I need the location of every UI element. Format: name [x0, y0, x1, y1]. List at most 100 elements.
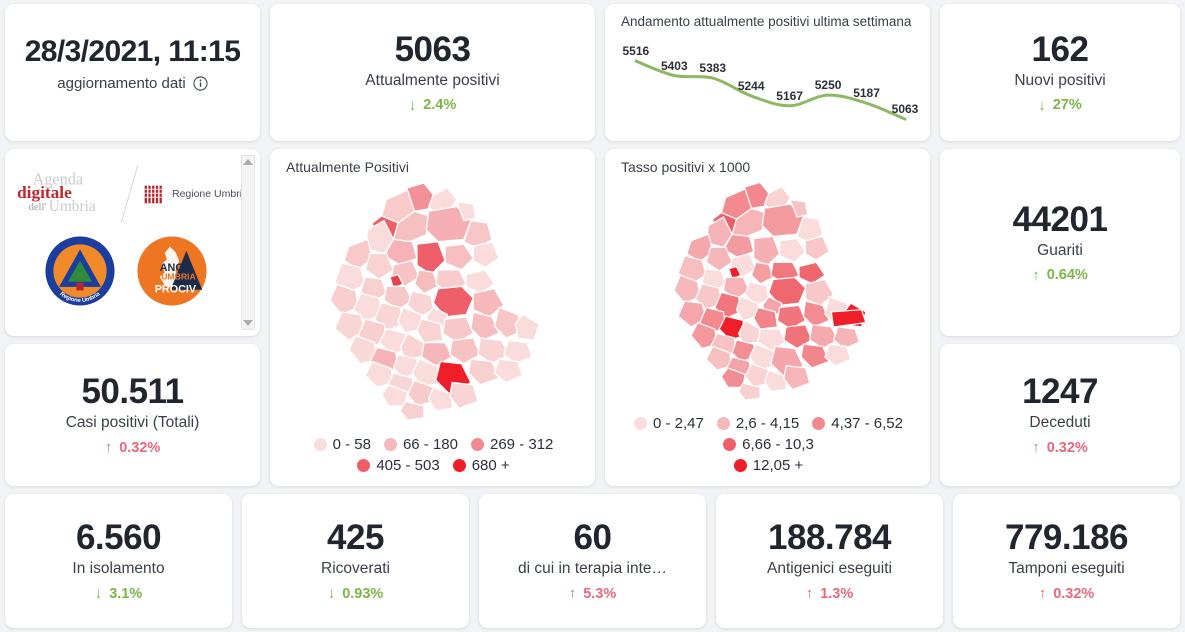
cell-guariti: 44201 Guariti ↑ 0.64% [935, 145, 1185, 340]
card-update-date: 28/3/2021, 11:15 aggiornamento dati [5, 4, 260, 141]
card-attualmente-positivi: 5063 Attualmente positivi ↓ 2.4% [270, 4, 595, 141]
bottom-kpi-row: 6.560 In isolamento ↓ 3.1% 425 Ricoverat… [0, 490, 1185, 632]
agenda-digitale-umbria-logo: Agenda digitale dell' Umbria [17, 168, 117, 221]
chart-point-label: 5250 [814, 78, 842, 93]
kpi-casi-positivi-totali: 50.511 Casi positivi (Totali) ↑ 0.32% [5, 344, 260, 486]
cell-in-isolamento: 6.560 In isolamento ↓ 3.1% [0, 490, 237, 632]
card-deceduti: 1247 Deceduti ↑ 0.32% [940, 344, 1180, 486]
legend-swatch [812, 417, 826, 430]
info-circle-icon[interactable] [193, 76, 208, 91]
regione-umbria-label: Regione Umbria [172, 188, 248, 200]
kpi-delta-value: 0.32% [119, 439, 161, 456]
arrow-up-icon: ↑ [805, 585, 814, 603]
kpi-delta-value: 0.32% [1046, 439, 1088, 456]
cell-map-tasso-positivi: Tasso positivi x 1000 [600, 145, 935, 490]
kpi-delta-value: 1.3% [820, 585, 854, 602]
legend-label: 0 - 58 [332, 436, 371, 453]
card-map-attualmente-positivi: Attualmente Positivi [270, 149, 595, 486]
chart-point-label: 5244 [737, 78, 765, 93]
update-date-sublabel-row: aggiornamento dati [57, 75, 208, 92]
cell-attualmente-positivi: 5063 Attualmente positivi ↓ 2.4% [265, 0, 600, 145]
protezione-civile-logo: Protezione Civile Regione Umbria [44, 236, 115, 306]
cell-casi-positivi-totali: 50.511 Casi positivi (Totali) ↑ 0.32% [0, 340, 265, 490]
svg-text:PROCIV: PROCIV [154, 284, 196, 296]
card-nuovi-positivi: 162 Nuovi positivi ↓ 27% [940, 4, 1180, 141]
legend-item: 680 + [452, 457, 510, 474]
legend-label: 405 - 503 [376, 457, 440, 474]
arrow-down-icon: ↓ [1038, 96, 1046, 114]
kpi-tamponi: 779.186 Tamponi eseguiti ↑ 0.32% [953, 494, 1180, 628]
kpi-delta: ↓ 0.93% [328, 586, 384, 602]
kpi-delta-value: 27% [1052, 97, 1082, 114]
card-ricoverati: 425 Ricoverati ↓ 0.93% [242, 494, 469, 628]
arrow-down-icon: ↓ [327, 585, 336, 603]
kpi-label: Tamponi eseguiti [1008, 560, 1125, 578]
map-title: Tasso positivi x 1000 [621, 159, 751, 175]
arrow-down-icon: ↓ [408, 96, 417, 114]
legend-item: 405 - 503 [357, 457, 440, 474]
card-in-isolamento: 6.560 In isolamento ↓ 3.1% [5, 494, 232, 628]
kpi-terapia-intensiva: 60 di cui in terapia inte… ↑ 5.3% [479, 494, 706, 628]
umbria-choropleth-1[interactable] [316, 176, 551, 434]
legend-item: 0 - 2,47 [634, 415, 704, 432]
chart-point-label: 5403 [660, 58, 688, 73]
chevron-up-icon[interactable] [243, 159, 253, 165]
kpi-value: 779.186 [1004, 518, 1129, 558]
kpi-label: Antigenici eseguiti [767, 560, 892, 578]
legend-swatch [313, 438, 327, 451]
map-canvas[interactable] [286, 176, 581, 434]
legend-item: 2,6 - 4,15 [716, 415, 800, 432]
legend-item: 12,05 + [625, 457, 912, 474]
kpi-delta: ↑ 0.64% [1032, 267, 1088, 283]
kpi-label: di cui in terapia inte… [517, 560, 668, 578]
kpi-label: Guariti [1037, 241, 1083, 259]
map-title: Attualmente Positivi [286, 159, 409, 175]
chart-title: Andamento attualmente positivi ultima se… [621, 14, 912, 29]
legend-swatch [733, 459, 747, 472]
trend-chart: Andamento attualmente positivi ultima se… [605, 4, 930, 141]
arrow-up-icon: ↑ [568, 585, 577, 603]
update-date-card: 28/3/2021, 11:15 aggiornamento dati [5, 4, 260, 141]
umbria-choropleth-2[interactable] [661, 176, 877, 413]
kpi-value: 1247 [1022, 372, 1098, 412]
map-canvas[interactable] [621, 176, 916, 413]
kpi-in-isolamento: 6.560 In isolamento ↓ 3.1% [5, 494, 232, 628]
update-date-value: 28/3/2021, 11:15 [24, 35, 241, 68]
kpi-nuovi-positivi: 162 Nuovi positivi ↓ 27% [940, 4, 1180, 141]
cell-map-attualmente-positivi: Attualmente Positivi [265, 145, 600, 490]
arrow-up-icon: ↑ [1032, 439, 1040, 457]
legend-item: 0 - 58 [313, 436, 371, 453]
kpi-value: 162 [1031, 29, 1089, 69]
card-terapia-intensiva: 60 di cui in terapia inte… ↑ 5.3% [479, 494, 706, 628]
arrow-up-icon: ↑ [104, 439, 113, 457]
legend-label: 6,66 - 10,3 [742, 436, 814, 453]
svg-text:Agenda: Agenda [32, 169, 83, 188]
chart-svg [634, 59, 907, 121]
kpi-guariti: 44201 Guariti ↑ 0.64% [940, 149, 1180, 336]
kpi-value: 425 [327, 518, 384, 558]
chart-point-label: 5187 [853, 86, 880, 101]
map-attualmente-positivi[interactable]: Attualmente Positivi [270, 149, 595, 486]
legend-swatch [634, 417, 647, 430]
map-tasso-positivi[interactable]: Tasso positivi x 1000 [605, 149, 930, 486]
cell-terapia-intensiva: 60 di cui in terapia inte… ↑ 5.3% [474, 490, 711, 632]
legend-item: 66 - 180 [383, 436, 458, 453]
kpi-delta: ↑ 0.32% [1032, 440, 1088, 456]
kpi-label: Deceduti [1029, 414, 1091, 432]
chart-point-label: 5167 [776, 88, 803, 103]
card-trend-chart: Andamento attualmente positivi ultima se… [605, 4, 930, 141]
chart-plot-area: 5516 5403 5383 5244 5167 5250 5187 5063 [621, 32, 918, 136]
cell-antigenici: 188.784 Antigenici eseguiti ↑ 1.3% [711, 490, 948, 632]
legend-label: 0 - 2,47 [653, 415, 704, 432]
chevron-down-icon[interactable] [243, 320, 253, 326]
kpi-antigenici: 188.784 Antigenici eseguiti ↑ 1.3% [716, 494, 943, 628]
svg-text:UMBRIA: UMBRIA [161, 272, 196, 282]
kpi-label: Attualmente positivi [365, 71, 500, 89]
logos-scrollbar[interactable] [241, 155, 255, 330]
legend-label: 66 - 180 [402, 436, 458, 453]
kpi-delta: ↑ 0.32% [105, 440, 161, 456]
kpi-delta-value: 2.4% [423, 97, 457, 114]
legend-label: 2,6 - 4,15 [735, 415, 800, 432]
anci-umbria-prociv-logo: ANCI UMBRIA PROCIV [136, 236, 207, 306]
legend-item: 4,37 - 6,52 [812, 415, 903, 432]
